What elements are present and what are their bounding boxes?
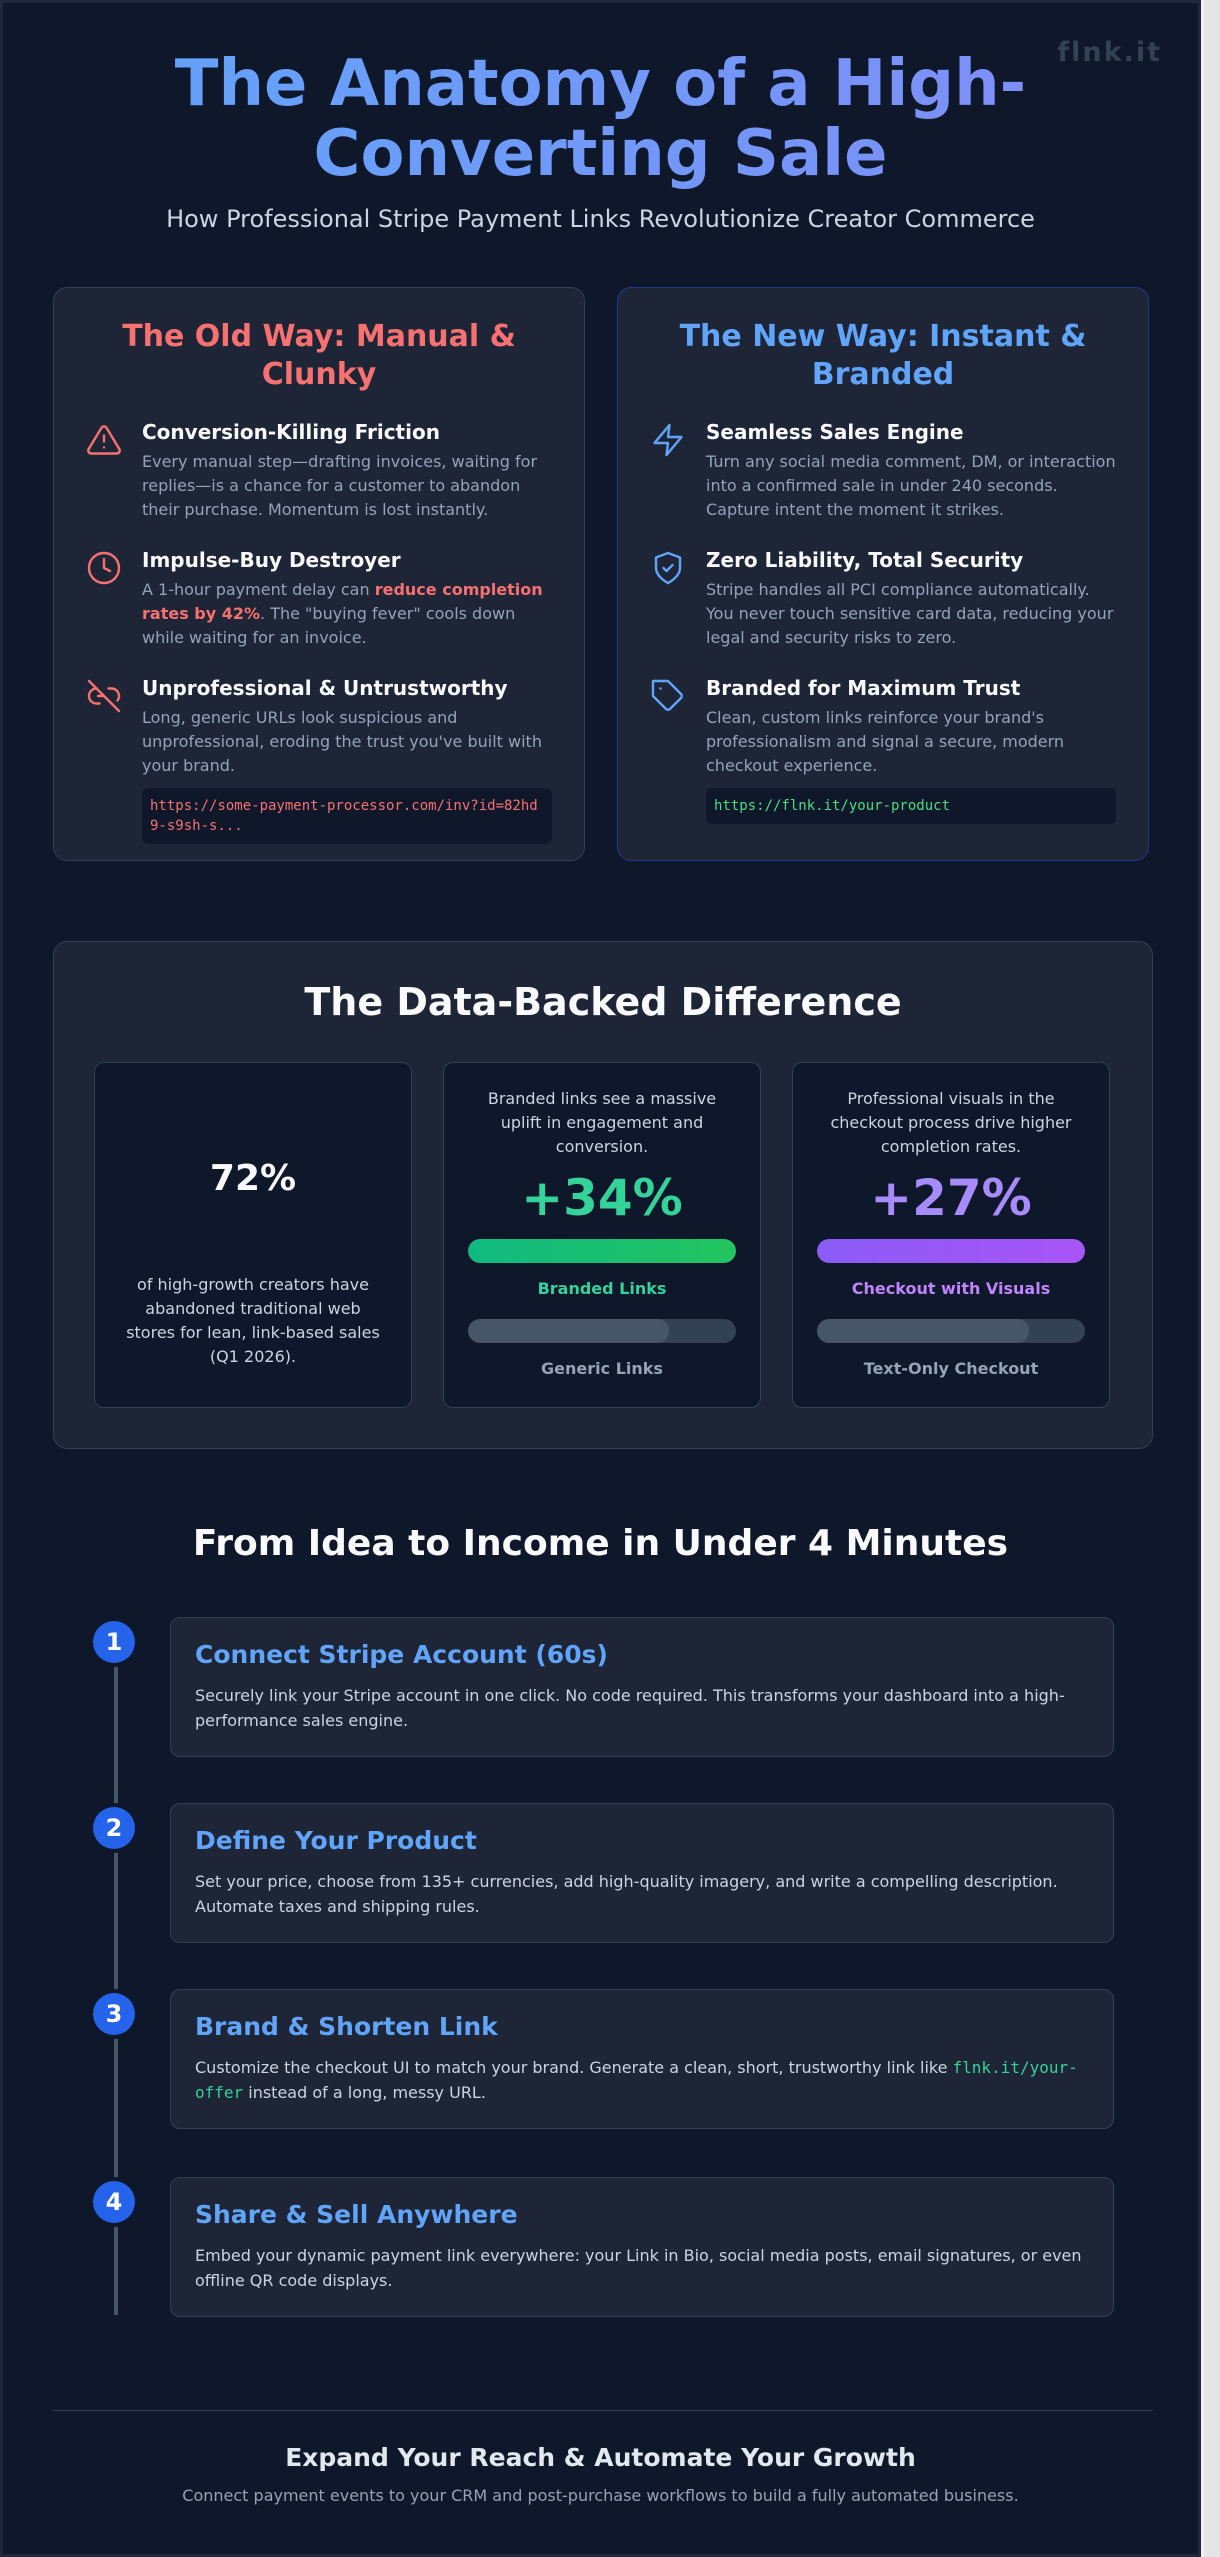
step-card: Define Your Product Set your price, choo…: [170, 1803, 1114, 1943]
branded-url-example: https://flnk.it/your-product: [706, 788, 1116, 824]
new-way-item: Seamless Sales Engine Turn any social me…: [650, 420, 1116, 522]
old-way-item: Conversion-Killing Friction Every manual…: [86, 420, 552, 522]
step-item: 3 Brand & Shorten Link Customize the che…: [93, 1989, 1114, 2133]
step-title: Connect Stripe Account (60s): [195, 1640, 608, 1669]
old-way-item-desc: Every manual step—drafting invoices, wai…: [142, 452, 538, 519]
bar-label: Text-Only Checkout: [863, 1359, 1039, 1378]
steps-title: From Idea to Income in Under 4 Minutes: [192, 1523, 1009, 1564]
stat-value: 72%: [209, 1158, 297, 1199]
stat-card-branded-links: Branded links see a massive uplift in en…: [443, 1062, 761, 1408]
step-card: Share & Sell Anywhere Embed your dynamic…: [170, 2177, 1114, 2317]
old-way-item-title: Impulse-Buy Destroyer: [142, 548, 401, 572]
step-number: 2: [93, 1807, 135, 1849]
new-way-item-title: Zero Liability, Total Security: [706, 548, 1024, 572]
comparison-section: The Old Way: Manual & Clunky Conversion-…: [53, 287, 1153, 861]
bar-fill: [468, 1319, 669, 1343]
new-way-item-title: Branded for Maximum Trust: [706, 676, 1021, 700]
data-section: The Data-Backed Difference 72% of high-g…: [53, 941, 1153, 1449]
step-title: Define Your Product: [195, 1826, 477, 1855]
stat-card-checkout-visuals: Professional visuals in the checkout pro…: [792, 1062, 1110, 1408]
stat-card-creators: 72% of high-growth creators have abandon…: [94, 1062, 412, 1408]
new-way-item: Zero Liability, Total Security Stripe ha…: [650, 548, 1116, 650]
warning-triangle-icon: [86, 422, 122, 458]
old-way-item: Impulse-Buy Destroyer A 1-hour payment d…: [86, 548, 552, 650]
step-number: 3: [93, 1993, 135, 2035]
bar-label: Generic Links: [541, 1359, 663, 1378]
step-title: Share & Sell Anywhere: [195, 2200, 518, 2229]
tag-icon: [650, 678, 686, 714]
footer-subtitle: Connect payment events to your CRM and p…: [182, 2486, 1019, 2505]
step-number: 1: [93, 1621, 135, 1663]
step-card: Brand & Shorten Link Customize the check…: [170, 1989, 1114, 2129]
bar-label: Checkout with Visuals: [851, 1279, 1051, 1298]
timeline-line: [114, 1643, 118, 2315]
brand-watermark: flnk.it: [1057, 37, 1162, 68]
stat-value: +27%: [870, 1169, 1032, 1227]
text-checkout-bar: [817, 1319, 1085, 1343]
hero: The Anatomy of a High-Converting Sale Ho…: [3, 3, 1198, 233]
bar-fill: [817, 1319, 1029, 1343]
visual-checkout-bar: [817, 1239, 1085, 1263]
new-way-item-desc: Clean, custom links reinforce your brand…: [706, 708, 1065, 775]
footer-title: Expand Your Reach & Automate Your Growth: [285, 2443, 916, 2472]
new-way-item: Branded for Maximum Trust Clean, custom …: [650, 676, 1116, 824]
new-way-card: The New Way: Instant & Branded Seamless …: [617, 287, 1149, 861]
step-item: 1 Connect Stripe Account (60s) Securely …: [93, 1617, 1114, 1761]
old-way-item-desc: A 1-hour payment delay can reduce comple…: [142, 580, 543, 647]
step-item: 4 Share & Sell Anywhere Embed your dynam…: [93, 2177, 1114, 2321]
step-description: Customize the checkout UI to match your …: [195, 2058, 1078, 2102]
new-way-title: The New Way: Instant & Branded: [679, 319, 1087, 392]
step-item: 2 Define Your Product Set your price, ch…: [93, 1803, 1114, 1947]
new-way-item-desc: Stripe handles all PCI compliance automa…: [706, 580, 1114, 647]
generic-links-bar: [468, 1319, 736, 1343]
page-title: The Anatomy of a High-Converting Sale: [41, 49, 1161, 189]
stat-value: +34%: [521, 1169, 683, 1227]
footer-divider: [53, 2410, 1153, 2411]
branded-link-code: flnk.it/your-offer: [195, 2058, 1078, 2102]
branded-links-bar: [468, 1239, 736, 1263]
lightning-icon: [650, 422, 686, 458]
new-way-item-desc: Turn any social media comment, DM, or in…: [706, 452, 1116, 519]
old-way-item: Unprofessional & Untrustworthy Long, gen…: [86, 676, 552, 844]
new-way-item-title: Seamless Sales Engine: [706, 420, 964, 444]
bar-label: Branded Links: [537, 1279, 667, 1298]
generic-url-example: https://some-payment-processor.com/inv?i…: [142, 788, 552, 844]
bar-fill: [817, 1239, 1085, 1263]
step-number: 4: [93, 2181, 135, 2223]
step-card: Connect Stripe Account (60s) Securely li…: [170, 1617, 1114, 1757]
stat-description: Professional visuals in the checkout pro…: [830, 1089, 1072, 1156]
old-way-item-title: Unprofessional & Untrustworthy: [142, 676, 508, 700]
step-description: Embed your dynamic payment link everywhe…: [195, 2246, 1082, 2290]
highlight-stat: reduce completion rates by 42%: [142, 580, 543, 623]
step-description: Set your price, choose from 135+ currenc…: [195, 1872, 1058, 1916]
old-way-card: The Old Way: Manual & Clunky Conversion-…: [53, 287, 585, 861]
broken-link-icon: [86, 678, 122, 714]
stat-description: of high-growth creators have abandoned t…: [126, 1275, 380, 1366]
page-subtitle: How Professional Stripe Payment Links Re…: [166, 205, 1035, 233]
clock-icon: [86, 550, 122, 586]
window-edge: [1204, 0, 1220, 2557]
stat-description: Branded links see a massive uplift in en…: [487, 1089, 717, 1156]
shield-check-icon: [650, 550, 686, 586]
step-description: Securely link your Stripe account in one…: [195, 1686, 1065, 1730]
old-way-title: The Old Way: Manual & Clunky: [122, 319, 516, 392]
old-way-item-title: Conversion-Killing Friction: [142, 420, 440, 444]
bar-fill: [468, 1239, 736, 1263]
data-section-title: The Data-Backed Difference: [304, 980, 902, 1024]
old-way-item-desc: Long, generic URLs look suspicious and u…: [142, 708, 542, 775]
step-title: Brand & Shorten Link: [195, 2012, 498, 2041]
